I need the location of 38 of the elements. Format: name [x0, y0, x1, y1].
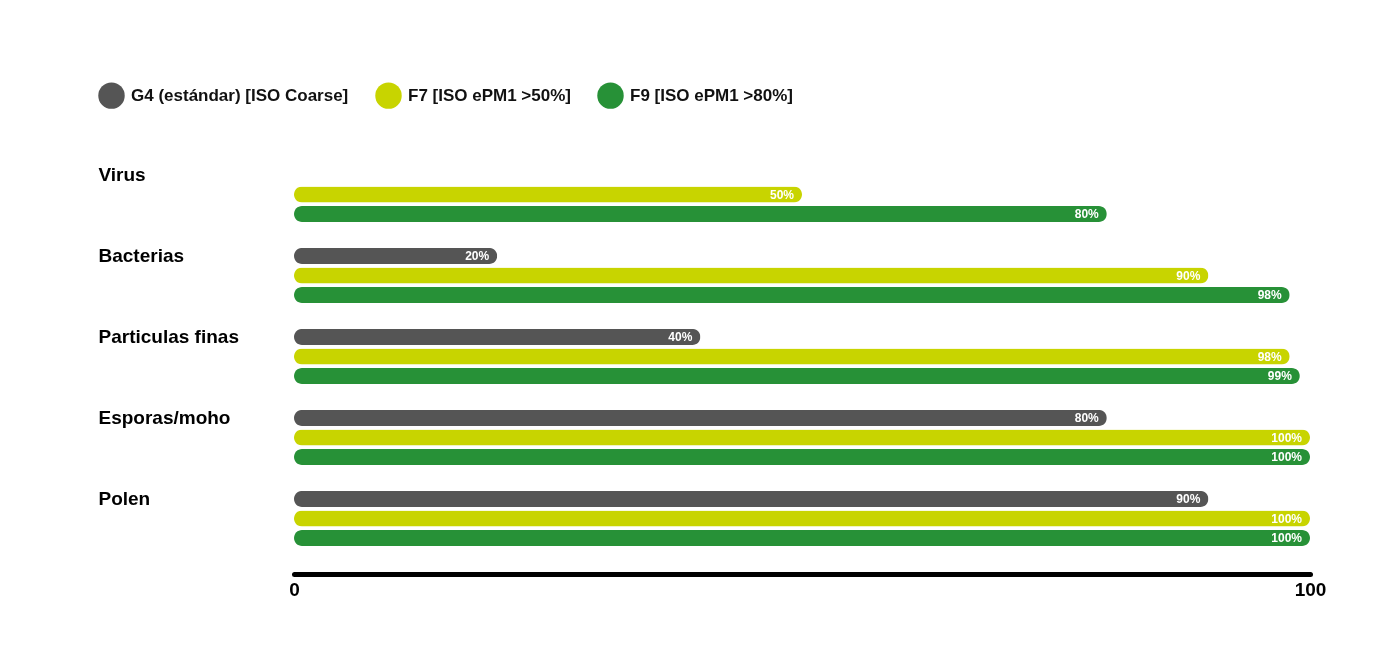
bar — [294, 510, 1310, 527]
bar — [294, 490, 1209, 507]
data-label: 99% — [1267, 369, 1293, 384]
bar — [294, 368, 1300, 385]
x-tick-label: 100 — [1294, 578, 1327, 600]
x-tick-label: 0 — [289, 578, 300, 600]
bar — [294, 267, 1209, 284]
bar — [294, 287, 1290, 304]
data-label: 98% — [1257, 288, 1282, 303]
bar — [294, 530, 1310, 547]
legend-label: F9 [ISO ePM1 >80%] — [630, 85, 793, 105]
legend-label: G4 (estándar) [ISO Coarse] — [131, 85, 349, 105]
data-label: 100% — [1271, 531, 1303, 546]
data-label: 50% — [769, 187, 795, 202]
legend-label: F7 [ISO ePM1 >50%] — [408, 85, 571, 105]
data-label: 90% — [1176, 491, 1201, 506]
bar — [294, 429, 1310, 446]
bar — [294, 206, 1107, 223]
data-label: 90% — [1176, 268, 1201, 283]
y-tick-label: Esporas/moho — [98, 407, 231, 428]
data-label: 20% — [465, 248, 490, 263]
data-label: 40% — [668, 329, 693, 344]
y-tick-label: Bacterias — [98, 245, 185, 266]
data-label: 100% — [1271, 511, 1303, 526]
data-label: 98% — [1257, 349, 1282, 364]
data-label: 100% — [1271, 430, 1303, 445]
y-tick-label: Particulas finas — [98, 326, 239, 347]
bar — [294, 186, 802, 203]
data-label: 80% — [1074, 207, 1100, 222]
bar — [294, 348, 1290, 365]
y-tick-label: Virus — [98, 164, 146, 185]
bar — [294, 449, 1310, 466]
data-label: 80% — [1074, 410, 1100, 425]
y-tick-label: Polen — [98, 488, 151, 509]
bar — [294, 247, 498, 264]
bar — [294, 409, 1107, 426]
data-label: 100% — [1271, 450, 1303, 465]
bar — [294, 328, 701, 345]
